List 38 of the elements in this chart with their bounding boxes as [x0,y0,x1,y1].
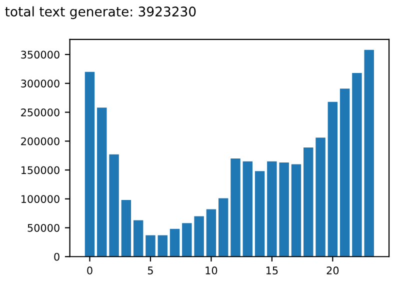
bar [364,50,374,257]
bar [242,161,253,257]
bar [146,235,156,257]
bar [133,220,144,257]
x-tick-label: 15 [266,266,278,274]
bar [279,162,289,257]
bar [121,200,132,257]
bar [206,209,216,257]
bar [340,88,350,257]
bar [170,228,180,257]
x-tick-label: 5 [148,266,153,274]
bar [158,235,168,257]
bar [182,223,192,257]
y-tick-label: 250000 [21,108,60,116]
bar [84,72,95,257]
bar [230,158,240,257]
bar [194,216,204,257]
bar [291,164,302,257]
bar [328,102,338,257]
bar [218,198,228,257]
x-tick-label: 10 [206,266,218,274]
y-tick-label: 0 [54,252,60,261]
y-tick-label: 300000 [21,80,60,88]
x-tick-label: 20 [326,266,339,274]
bar [109,154,119,257]
bar [316,138,326,257]
y-tick-label: 350000 [21,50,60,59]
y-tick-label: 150000 [21,166,60,174]
chart-title: total text generate: 3923230 [5,6,196,20]
bar [304,147,314,257]
y-tick-label: 50000 [28,224,60,232]
y-tick-label: 200000 [21,137,60,146]
bar [254,171,265,257]
bar [97,108,107,257]
bar [267,161,277,257]
bar [352,72,362,257]
x-tick-label: 0 [87,266,92,274]
y-tick-label: 100000 [21,195,60,203]
